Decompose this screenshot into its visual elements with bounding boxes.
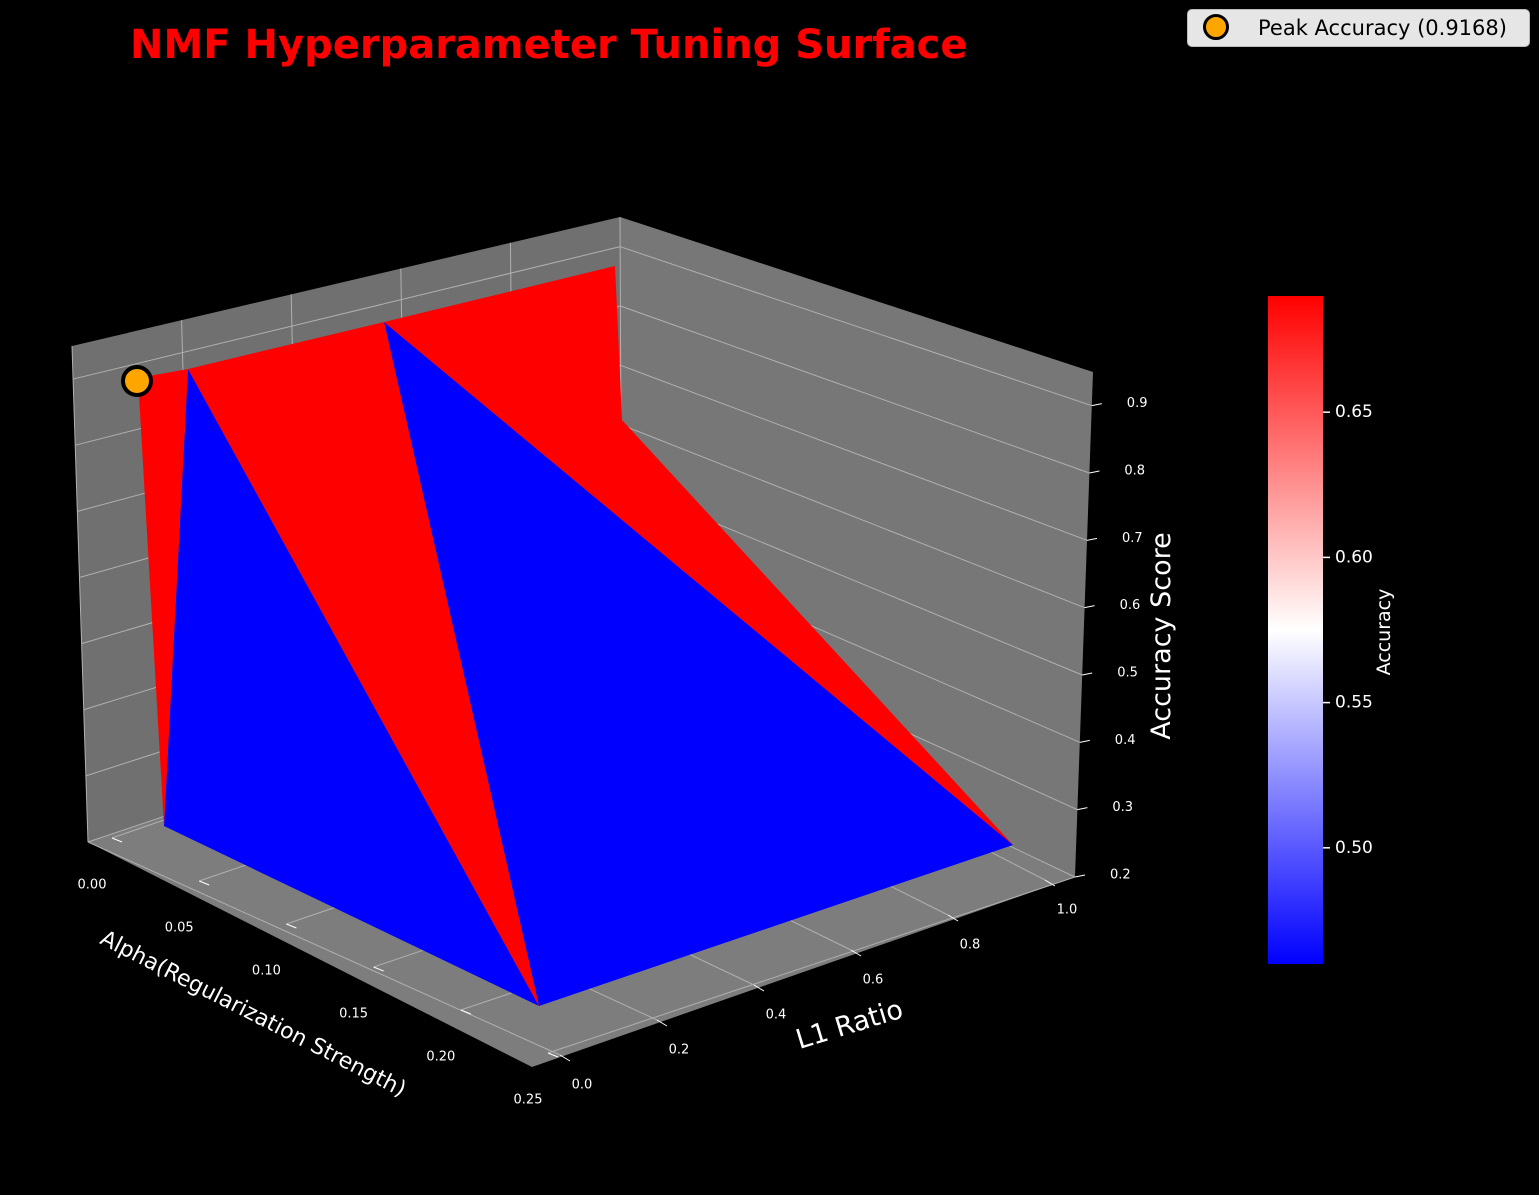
z-tick-mark xyxy=(1074,874,1086,878)
y-tick-label: 0.6 xyxy=(863,973,884,988)
x-tick-mark xyxy=(199,880,210,886)
grid-line-z xyxy=(619,246,1092,407)
y-tick-label: 0.8 xyxy=(960,938,981,953)
z-tick-label: 0.6 xyxy=(1120,598,1141,613)
peak-marker xyxy=(121,365,153,397)
z-tick-label: 0.8 xyxy=(1124,464,1145,479)
y-tick-mark xyxy=(656,1019,668,1027)
z-tick-mark xyxy=(1086,537,1098,541)
surface xyxy=(138,266,1013,1006)
y-tick-mark xyxy=(850,949,862,957)
x-tick-mark xyxy=(460,1009,471,1015)
colorbar-tick-label: 0.60 xyxy=(1335,547,1373,567)
x-tick-label: 0.20 xyxy=(426,1050,455,1065)
grid-line-x xyxy=(547,876,1076,1054)
y-tick-label: 0.0 xyxy=(572,1078,593,1093)
z-tick-mark xyxy=(1091,403,1102,407)
surface-blue-front xyxy=(164,369,539,1006)
x-tick-label: 0.25 xyxy=(514,1093,543,1108)
z-tick-mark xyxy=(1082,672,1093,676)
y-tick-label: 0.4 xyxy=(766,1008,787,1023)
z-tick-label: 0.3 xyxy=(1112,800,1133,815)
chart-title: NMF Hyperparameter Tuning Surface xyxy=(130,22,968,68)
x-tick-label: 0.05 xyxy=(165,921,194,936)
x-tick-mark xyxy=(547,1052,559,1058)
grid-line-z xyxy=(620,364,1088,541)
legend-marker-icon xyxy=(1203,14,1229,40)
x-tick-label: 0.10 xyxy=(252,964,281,979)
grid-line-z-wall xyxy=(72,246,621,380)
y-axis-label: L1 Ratio xyxy=(792,994,906,1056)
legend: Peak Accuracy (0.9168) xyxy=(1187,9,1530,47)
legend-label: Peak Accuracy (0.9168) xyxy=(1258,16,1507,40)
colorbar-label: Accuracy xyxy=(1373,589,1395,676)
z-tick-label: 0.5 xyxy=(1117,666,1138,681)
y-tick-label: 1.0 xyxy=(1057,903,1078,918)
y-tick-label: 0.2 xyxy=(669,1043,690,1058)
colorbar-tick-label: 0.65 xyxy=(1335,402,1373,422)
grid-line-z xyxy=(620,424,1085,609)
x-tick-label: 0.15 xyxy=(339,1007,368,1022)
z-tick-label: 0.4 xyxy=(1115,733,1136,748)
surface-red-band xyxy=(188,322,539,1006)
x-tick-label: 0.00 xyxy=(78,878,107,893)
y-tick-mark xyxy=(559,1054,571,1062)
y-tick-mark xyxy=(1044,879,1056,887)
colorbar-tick-label: 0.55 xyxy=(1335,693,1373,713)
z-tick-mark xyxy=(1077,807,1088,811)
y-tick-mark xyxy=(947,914,959,922)
z-tick-mark xyxy=(1084,605,1095,609)
colorbar-tick-label: 0.50 xyxy=(1335,838,1373,858)
axis-ticks: 0.00 0.05 0.10 0.15 0.20 0.25 0.0 0.2 0.4 0.6 0.8 1… xyxy=(78,396,1148,1107)
grid-line-y-wall xyxy=(71,345,89,843)
z-axis-label: Accuracy Score xyxy=(1146,532,1177,739)
colorbar-ticks: 0.50 0.55 0.60 0.65 xyxy=(1323,402,1373,858)
z-tick-label: 0.7 xyxy=(1122,531,1143,546)
z-tick-label: 0.2 xyxy=(1110,868,1131,883)
surface-red-back xyxy=(384,266,1013,845)
x-tick-mark xyxy=(286,923,297,929)
x-tick-mark xyxy=(373,966,384,972)
surface-red-left-wall xyxy=(138,369,188,826)
surface-blue-back xyxy=(384,322,1013,1006)
colorbar xyxy=(1268,296,1323,964)
z-tick-mark xyxy=(1089,470,1100,474)
grid-line-z xyxy=(620,305,1090,474)
x-tick-mark xyxy=(111,837,123,843)
z-tick-mark xyxy=(1079,739,1090,743)
grid-line-y xyxy=(87,841,561,1056)
z-tick-label: 0.9 xyxy=(1127,396,1148,411)
y-tick-mark xyxy=(753,984,765,992)
